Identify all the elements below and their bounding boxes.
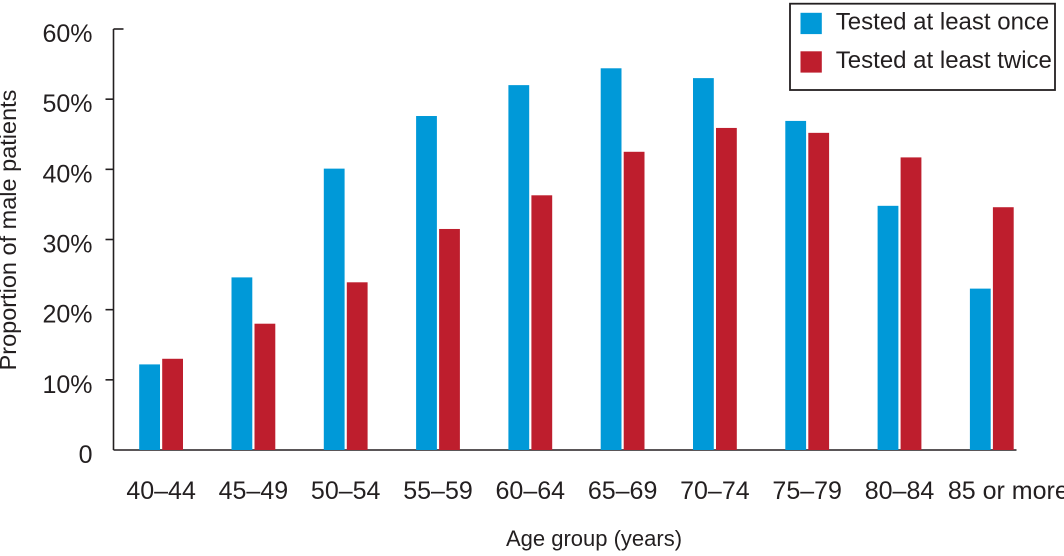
svg-text:40–44: 40–44 <box>126 477 196 505</box>
svg-text:65–69: 65–69 <box>588 477 658 505</box>
svg-text:45–49: 45–49 <box>219 477 289 505</box>
svg-text:60–64: 60–64 <box>496 477 566 505</box>
svg-text:50–54: 50–54 <box>311 477 381 505</box>
svg-text:Age group (years): Age group (years) <box>506 526 682 551</box>
svg-text:75–79: 75–79 <box>772 477 842 505</box>
svg-text:0: 0 <box>79 441 93 469</box>
svg-text:30%: 30% <box>42 231 92 259</box>
svg-text:80–84: 80–84 <box>865 477 935 505</box>
svg-text:20%: 20% <box>42 301 92 329</box>
svg-text:50%: 50% <box>42 90 92 118</box>
svg-text:Tested at least once: Tested at least once <box>836 8 1049 35</box>
svg-text:60%: 60% <box>42 20 92 48</box>
svg-text:55–59: 55–59 <box>403 477 473 505</box>
svg-text:10%: 10% <box>42 371 92 399</box>
svg-text:85 or more: 85 or more <box>948 477 1064 505</box>
svg-text:Tested at least twice: Tested at least twice <box>836 47 1052 74</box>
svg-text:40%: 40% <box>42 160 92 188</box>
svg-text:Proportion of male patients: Proportion of male patients <box>0 90 21 371</box>
svg-text:70–74: 70–74 <box>680 477 750 505</box>
